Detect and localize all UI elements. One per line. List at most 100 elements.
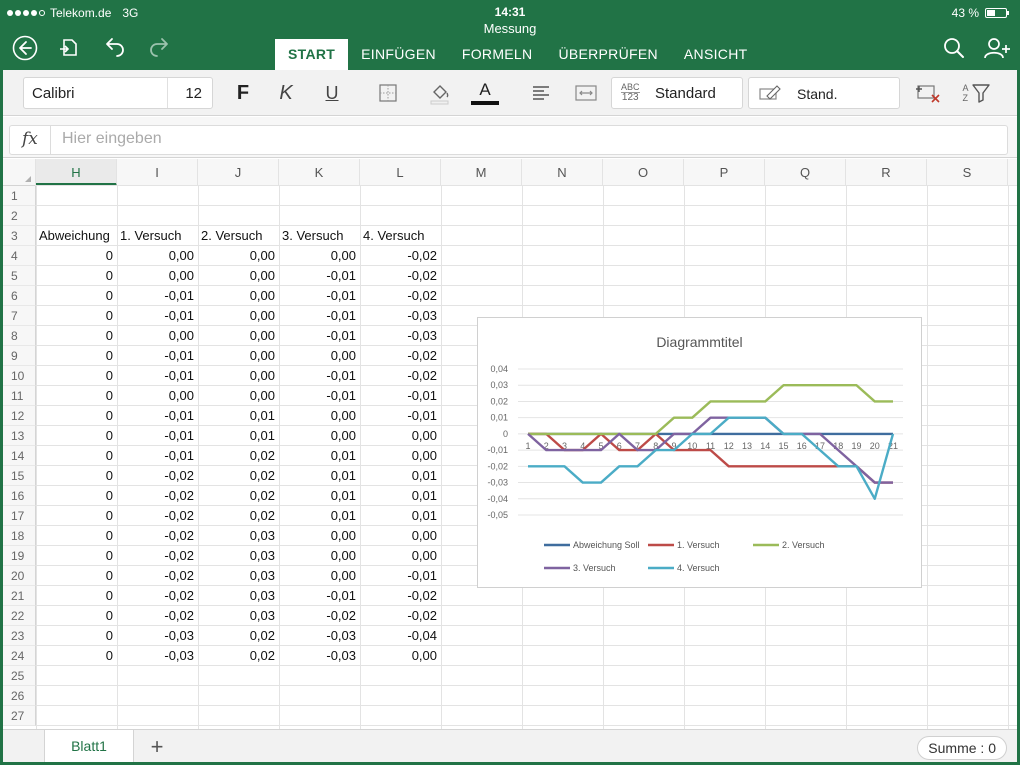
row-header-2[interactable]: 2 (3, 206, 36, 226)
data-cell[interactable]: 0 (105, 448, 113, 463)
redo-icon[interactable] (145, 34, 173, 62)
data-cell[interactable]: 0,03 (249, 568, 275, 583)
data-cell[interactable]: 0 (105, 268, 113, 283)
data-cell[interactable]: 0,00 (168, 388, 194, 403)
data-cell[interactable]: 0,00 (249, 368, 275, 383)
data-cell[interactable]: 0,02 (249, 648, 275, 663)
data-cell[interactable]: 0,00 (411, 548, 437, 563)
data-cell[interactable]: 0 (105, 348, 113, 363)
data-cell[interactable]: 0,00 (330, 568, 356, 583)
data-cell[interactable]: 0,00 (249, 348, 275, 363)
data-cell[interactable]: -0,01 (326, 288, 356, 303)
data-cell[interactable]: -0,02 (407, 288, 437, 303)
data-cell[interactable]: 0,01 (411, 468, 437, 483)
data-cell[interactable]: 0,00 (168, 268, 194, 283)
data-cell[interactable]: -0,01 (326, 588, 356, 603)
data-cell[interactable]: -0,04 (407, 628, 437, 643)
row-header-15[interactable]: 15 (3, 466, 36, 486)
row-header-16[interactable]: 16 (3, 486, 36, 506)
column-header-i[interactable]: I (117, 159, 198, 186)
data-cell[interactable]: 0,00 (330, 548, 356, 563)
data-cell[interactable]: 0 (105, 428, 113, 443)
row-header-4[interactable]: 4 (3, 246, 36, 266)
row-header-24[interactable]: 24 (3, 646, 36, 666)
row-header-22[interactable]: 22 (3, 606, 36, 626)
fill-color-icon[interactable] (423, 77, 455, 109)
column-header-q[interactable]: Q (765, 159, 846, 186)
row-header-3[interactable]: 3 (3, 226, 36, 246)
data-cell[interactable]: -0,01 (164, 408, 194, 423)
row-header-18[interactable]: 18 (3, 526, 36, 546)
row-header-17[interactable]: 17 (3, 506, 36, 526)
row-header-6[interactable]: 6 (3, 286, 36, 306)
data-cell[interactable]: 0,00 (411, 528, 437, 543)
data-cell[interactable]: 0,02 (249, 468, 275, 483)
data-cell[interactable]: 0 (105, 528, 113, 543)
data-cell[interactable]: -0,02 (407, 268, 437, 283)
row-header-7[interactable]: 7 (3, 306, 36, 326)
data-cell[interactable]: -0,03 (326, 628, 356, 643)
file-icon[interactable] (55, 34, 83, 62)
sort-filter-icon[interactable]: A Z (958, 77, 994, 109)
row-header-27[interactable]: 27 (3, 706, 36, 726)
data-cell[interactable]: -0,03 (326, 648, 356, 663)
data-cell[interactable]: 0 (105, 328, 113, 343)
data-cell[interactable]: 0,01 (411, 508, 437, 523)
data-cell[interactable]: 0,00 (411, 428, 437, 443)
data-cell[interactable]: -0,01 (326, 308, 356, 323)
header-cell[interactable]: 3. Versuch (282, 228, 344, 243)
data-cell[interactable]: 0,02 (249, 488, 275, 503)
row-header-25[interactable]: 25 (3, 666, 36, 686)
font-color-button[interactable]: A (469, 77, 501, 109)
data-cell[interactable]: 0,01 (330, 448, 356, 463)
tab-formeln[interactable]: FORMELN (461, 46, 533, 62)
column-header-l[interactable]: L (360, 159, 441, 186)
data-cell[interactable]: -0,03 (164, 648, 194, 663)
formula-input[interactable]: Hier eingeben (62, 130, 162, 147)
data-cell[interactable]: 0 (105, 408, 113, 423)
data-cell[interactable]: -0,01 (326, 368, 356, 383)
bold-button[interactable]: F (236, 81, 250, 104)
data-cell[interactable]: 0,00 (249, 388, 275, 403)
data-cell[interactable]: -0,01 (407, 568, 437, 583)
data-cell[interactable]: 0,00 (168, 328, 194, 343)
align-left-icon[interactable] (527, 77, 555, 109)
data-cell[interactable]: 0 (105, 568, 113, 583)
fx-icon[interactable]: fx (22, 129, 38, 149)
data-cell[interactable]: 0,00 (330, 408, 356, 423)
data-cell[interactable]: 0,00 (249, 328, 275, 343)
row-header-11[interactable]: 11 (3, 386, 36, 406)
data-cell[interactable]: -0,02 (164, 528, 194, 543)
cell-style-picker[interactable]: Stand. (748, 77, 900, 109)
row-header-10[interactable]: 10 (3, 366, 36, 386)
tab-ansicht[interactable]: ANSICHT (683, 46, 748, 62)
data-cell[interactable]: 0,00 (330, 428, 356, 443)
document-title[interactable]: Messung (483, 21, 537, 36)
data-cell[interactable]: -0,02 (326, 608, 356, 623)
row-header-12[interactable]: 12 (3, 406, 36, 426)
italic-button[interactable]: K (279, 81, 293, 104)
data-cell[interactable]: 0 (105, 468, 113, 483)
data-cell[interactable]: 0,00 (249, 248, 275, 263)
data-cell[interactable]: 0,01 (249, 428, 275, 443)
insert-delete-cells-icon[interactable] (912, 77, 944, 109)
column-header-r[interactable]: R (846, 159, 927, 186)
back-icon[interactable] (11, 34, 39, 62)
data-cell[interactable]: 0,00 (330, 348, 356, 363)
data-cell[interactable]: 0,02 (249, 628, 275, 643)
borders-icon[interactable] (373, 77, 403, 109)
header-cell[interactable]: 2. Versuch (201, 228, 263, 243)
add-sheet-button[interactable]: + (150, 734, 164, 759)
data-cell[interactable]: 0,00 (330, 248, 356, 263)
data-cell[interactable]: -0,03 (407, 328, 437, 343)
data-cell[interactable]: 0,01 (330, 488, 356, 503)
row-header-21[interactable]: 21 (3, 586, 36, 606)
merge-cells-icon[interactable] (571, 77, 601, 109)
data-cell[interactable]: 0 (105, 368, 113, 383)
sum-indicator[interactable]: Summe : 0 (917, 736, 1007, 760)
select-all-corner[interactable] (3, 159, 36, 186)
data-cell[interactable]: -0,02 (407, 608, 437, 623)
data-cell[interactable]: 0,02 (249, 448, 275, 463)
data-cell[interactable]: 0 (105, 388, 113, 403)
header-cell[interactable]: 1. Versuch (120, 228, 182, 243)
